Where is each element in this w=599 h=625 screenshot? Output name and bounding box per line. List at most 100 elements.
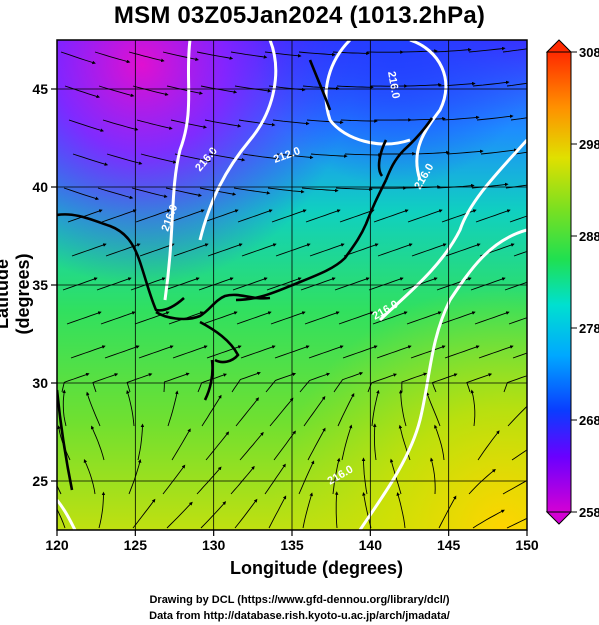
x-tick-label: 125 [124, 537, 148, 553]
colorbar-tick-label: 278 [579, 321, 599, 336]
streamline [339, 209, 375, 223]
streamline [64, 85, 101, 99]
streamline [274, 345, 310, 359]
streamline [237, 209, 273, 223]
streamline [201, 394, 222, 427]
streamline [343, 243, 379, 257]
streamline [60, 51, 96, 65]
streamline [372, 423, 377, 461]
colorbar-ticks: 258 268 278 288 298 308 [571, 45, 599, 520]
credits-drawing: Drawing by DCL (https://www.gfd-dennou.o… [149, 594, 450, 606]
streamline [507, 405, 527, 427]
streamline [376, 345, 412, 359]
streamline [446, 149, 484, 155]
streamline [162, 464, 186, 495]
streamline [92, 373, 119, 393]
streamline [126, 373, 153, 393]
streamline [102, 119, 139, 131]
streamline [198, 277, 234, 291]
streamline [404, 83, 442, 87]
streamline [303, 396, 326, 427]
streamline [162, 51, 199, 62]
streamline [411, 243, 447, 257]
streamline [172, 345, 208, 359]
streamline [344, 153, 382, 157]
colorbar-gradient [546, 51, 572, 513]
streamline [302, 492, 313, 529]
colorbar-tick-label: 268 [579, 413, 599, 428]
streamline [506, 517, 527, 529]
streamline [307, 427, 326, 461]
streamline [208, 153, 246, 162]
colorbar-tick-label: 298 [579, 137, 599, 152]
streamline [336, 85, 374, 90]
streamline [271, 209, 307, 223]
streamline [406, 311, 442, 325]
streamline [333, 371, 364, 393]
colorbar-tick-label: 258 [579, 505, 599, 520]
streamline [438, 495, 457, 529]
streamline [512, 352, 527, 359]
streamline [308, 345, 344, 359]
streamline [203, 209, 239, 223]
streamline [90, 425, 105, 461]
streamline [298, 51, 336, 57]
streamline [471, 182, 509, 189]
credits-data: Data from http://database.rish.kyoto-u.a… [149, 610, 450, 622]
y-axis-label: Latitude (degrees) [0, 253, 33, 335]
streamline [202, 311, 238, 325]
streamline [205, 431, 230, 461]
streamline [361, 457, 368, 495]
colorbar-min-arrow [545, 511, 573, 525]
streamline [197, 373, 228, 393]
streamline [72, 153, 109, 166]
streamline [334, 277, 370, 291]
streamline [167, 390, 179, 427]
streamline [135, 209, 171, 223]
streamline [139, 243, 175, 257]
streamline [270, 311, 306, 325]
contour-lines [57, 40, 527, 530]
streamline [298, 460, 315, 495]
streamline [165, 187, 202, 197]
streamline [273, 430, 296, 461]
streamline [83, 459, 96, 495]
streamline [166, 501, 193, 529]
streamline [86, 391, 101, 427]
streamline [338, 311, 374, 325]
streamline [476, 114, 514, 121]
streamline [61, 372, 90, 393]
streamline [300, 277, 336, 291]
streamline [68, 119, 105, 132]
colorbar: 258 268 278 288 298 308 [545, 39, 599, 525]
streamline [371, 389, 380, 427]
streamline [506, 82, 527, 87]
streamline [98, 85, 135, 97]
streamline [137, 423, 145, 461]
streamline [426, 391, 441, 427]
streamline [70, 345, 106, 359]
streamline [310, 153, 348, 158]
streamline [140, 153, 177, 164]
streamline [62, 389, 67, 427]
x-tick-label: 145 [437, 537, 461, 553]
streamline [335, 187, 373, 192]
streamline [299, 372, 331, 393]
coastlines [57, 59, 434, 491]
streamline [200, 501, 227, 529]
streamline [276, 153, 314, 160]
streamline [478, 345, 514, 359]
streamline [132, 85, 169, 96]
streamline [138, 345, 174, 359]
streamline [275, 243, 311, 257]
streamline [429, 457, 436, 495]
streamline [101, 209, 137, 223]
streamline [470, 277, 506, 291]
streamline [236, 311, 272, 325]
x-tick-label: 130 [202, 537, 226, 553]
streamline [174, 153, 212, 163]
streamline [241, 243, 277, 257]
streamline [238, 119, 276, 127]
streamline [337, 393, 355, 427]
map-title: MSM 03Z05Jan2024 (1013.2hPa) [113, 2, 486, 29]
